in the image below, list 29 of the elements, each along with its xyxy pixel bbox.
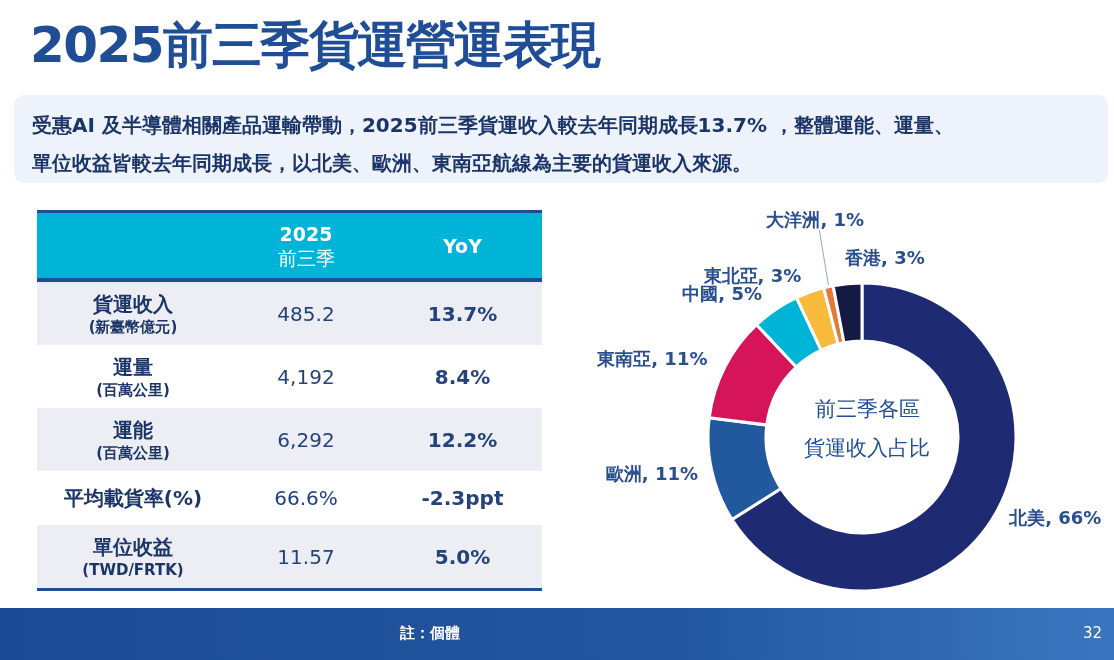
data-label: 6,292: [276, 427, 336, 452]
category-label: 貨運收入 (新臺幣億元): [87, 290, 179, 337]
data-label: 11.57: [276, 544, 336, 569]
data-label: 5.0%: [433, 544, 492, 569]
slice-label: 大洋洲, 1%: [765, 208, 865, 230]
slice-label: 香港, 3%: [844, 247, 925, 269]
slice-label: 東南亞, 11%: [596, 347, 708, 369]
text: 受惠AI 及半導體相關產品運輸帶動，2025前三季貨運收入較去年同期成長13.7% ，整體運能、運量、單位收益皆較去年同期成長，以北美、歐洲、東南亞航線為主要的貨運收入來源。: [32, 112, 955, 177]
data-label: 13.7%: [426, 301, 499, 326]
text: YoY: [442, 233, 483, 258]
data-label: 485.2: [276, 301, 336, 326]
data-label: 4,192: [276, 364, 336, 389]
data-label: -2.3ppt: [420, 486, 505, 510]
slice-label: 東北亞, 3%: [702, 265, 802, 287]
text: 2025前三季貨運營運表現: [30, 15, 600, 76]
text: 貨運收入占比: [804, 435, 930, 460]
series-label: 2025 前三季: [276, 221, 336, 270]
text: 註：個體: [400, 624, 460, 643]
slice-label: 北美, 66%: [1008, 507, 1102, 529]
data-label: 8.4%: [433, 364, 492, 389]
data-label: 12.2%: [426, 427, 499, 452]
category-label: 運量 (百萬公里): [95, 353, 171, 400]
text: 前三季各區: [814, 396, 920, 421]
slice-label: 歐洲, 11%: [605, 463, 699, 485]
category-label: 運能 (百萬公里): [95, 416, 171, 463]
category-label: 單位收益 (TWD/FRTK): [81, 533, 185, 580]
data-label: 66.6%: [273, 486, 339, 510]
text: 32: [1082, 624, 1102, 642]
category-label: 平均載貨率(%): [62, 485, 204, 511]
